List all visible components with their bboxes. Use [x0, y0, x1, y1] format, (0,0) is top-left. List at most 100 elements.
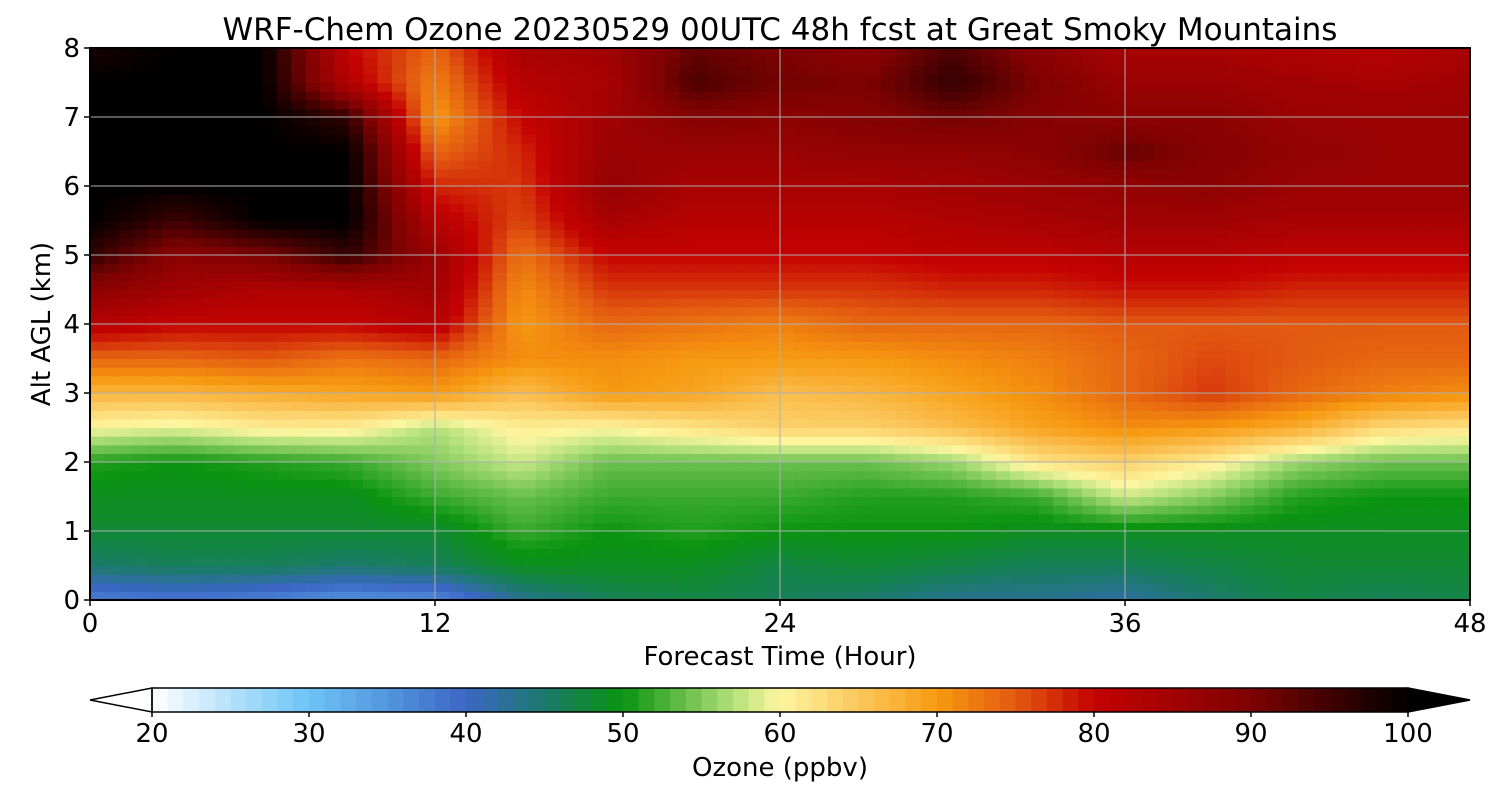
heatmap-cell: [909, 375, 925, 385]
heatmap-cell: [1340, 574, 1356, 584]
heatmap-cell: [348, 436, 364, 446]
heatmap-cell: [665, 591, 680, 600]
heatmap-cell: [1412, 211, 1428, 222]
heatmap-cell: [147, 341, 163, 351]
heatmap-cell: [923, 496, 939, 506]
heatmap-cell: [607, 453, 623, 463]
heatmap-cell: [406, 453, 422, 463]
heatmap-cell: [593, 470, 609, 480]
heatmap-cell: [521, 427, 537, 437]
heatmap-cell: [794, 341, 810, 351]
heatmap-cell: [1369, 462, 1385, 472]
heatmap-cell: [104, 574, 120, 584]
heatmap-cell: [1412, 246, 1428, 256]
heatmap-cell: [736, 401, 752, 411]
heatmap-cell: [133, 315, 149, 325]
heatmap-cell: [679, 237, 695, 247]
heatmap-cell: [506, 574, 522, 584]
heatmap-cell: [665, 332, 680, 342]
heatmap-cell: [1426, 479, 1442, 489]
heatmap-cell: [1125, 255, 1140, 265]
heatmap-cell: [90, 479, 105, 489]
heatmap-cell: [722, 324, 738, 334]
heatmap-cell: [219, 393, 235, 403]
heatmap-cell: [506, 462, 522, 472]
heatmap-cell: [1383, 332, 1399, 342]
heatmap-cell: [837, 168, 853, 178]
heatmap-cell: [1139, 410, 1155, 420]
heatmap-cell: [521, 263, 537, 273]
heatmap-cell: [320, 367, 335, 377]
chart-title: WRF-Chem Ozone 20230529 00UTC 48h fcst a…: [223, 12, 1338, 48]
heatmap-cell: [233, 522, 249, 532]
heatmap-cell: [880, 203, 896, 213]
heatmap-cell: [1297, 444, 1313, 454]
heatmap-cell: [923, 574, 939, 584]
heatmap-cell: [463, 462, 479, 472]
heatmap-cell: [363, 177, 379, 187]
heatmap-cell: [205, 367, 220, 377]
heatmap-cell: [550, 289, 565, 299]
heatmap-cell: [693, 487, 709, 498]
heatmap-cell: [1211, 539, 1227, 549]
heatmap-cell: [1426, 341, 1442, 351]
heatmap-cell: [808, 298, 824, 308]
heatmap-cell: [506, 194, 522, 204]
heatmap-cell: [823, 548, 839, 558]
heatmap-cell: [1096, 548, 1112, 558]
heatmap-cell: [205, 324, 220, 334]
heatmap-cell: [1240, 255, 1255, 265]
heatmap-cell: [895, 444, 910, 454]
heatmap-cell: [564, 591, 580, 600]
heatmap-cell: [161, 263, 177, 273]
heatmap-cell: [1254, 255, 1270, 265]
heatmap-cell: [837, 289, 853, 299]
heatmap-cell: [1297, 556, 1313, 567]
heatmap-cell: [478, 496, 494, 506]
heatmap-cell: [1053, 401, 1069, 411]
heatmap-cell: [161, 393, 177, 403]
heatmap-cell: [1168, 496, 1184, 506]
heatmap-cell: [780, 194, 795, 204]
heatmap-cell: [708, 306, 724, 316]
heatmap-cell: [1297, 401, 1313, 411]
heatmap-cell: [291, 289, 307, 299]
heatmap-cell: [607, 393, 623, 403]
heatmap-cell: [377, 487, 393, 498]
heatmap-cell: [190, 203, 206, 213]
heatmap-cell: [636, 203, 652, 213]
heatmap-cell: [1240, 177, 1255, 187]
heatmap-cell: [1182, 289, 1198, 299]
heatmap-cell: [305, 186, 321, 196]
heatmap-cell: [593, 444, 609, 454]
heatmap-cell: [219, 410, 235, 420]
heatmap-cell: [621, 341, 637, 351]
heatmap-cell: [1168, 418, 1184, 429]
heatmap-cell: [1426, 229, 1442, 239]
heatmap-cell: [449, 220, 465, 230]
heatmap-cell: [909, 289, 925, 299]
heatmap-cell: [1355, 444, 1370, 454]
heatmap-cell: [1168, 255, 1184, 265]
heatmap-cell: [478, 522, 494, 532]
heatmap-cell: [1038, 462, 1054, 472]
heatmap-cell: [104, 151, 120, 161]
heatmap-cell: [621, 168, 637, 178]
heatmap-cell: [679, 306, 695, 316]
heatmap-cell: [1283, 211, 1299, 222]
heatmap-cell: [981, 539, 997, 549]
heatmap-cell: [751, 462, 767, 472]
heatmap-cell: [837, 574, 853, 584]
heatmap-cell: [391, 332, 407, 342]
heatmap-cell: [1067, 255, 1083, 265]
heatmap-cell: [1196, 160, 1212, 170]
heatmap-cell: [1010, 574, 1025, 584]
heatmap-cell: [190, 591, 206, 600]
heatmap-cell: [866, 582, 882, 592]
heatmap-cell: [147, 427, 163, 437]
heatmap-cell: [205, 522, 220, 532]
heatmap-cell: [391, 367, 407, 377]
heatmap-cell: [391, 237, 407, 247]
heatmap-cell: [1139, 358, 1155, 368]
heatmap-cell: [679, 539, 695, 549]
